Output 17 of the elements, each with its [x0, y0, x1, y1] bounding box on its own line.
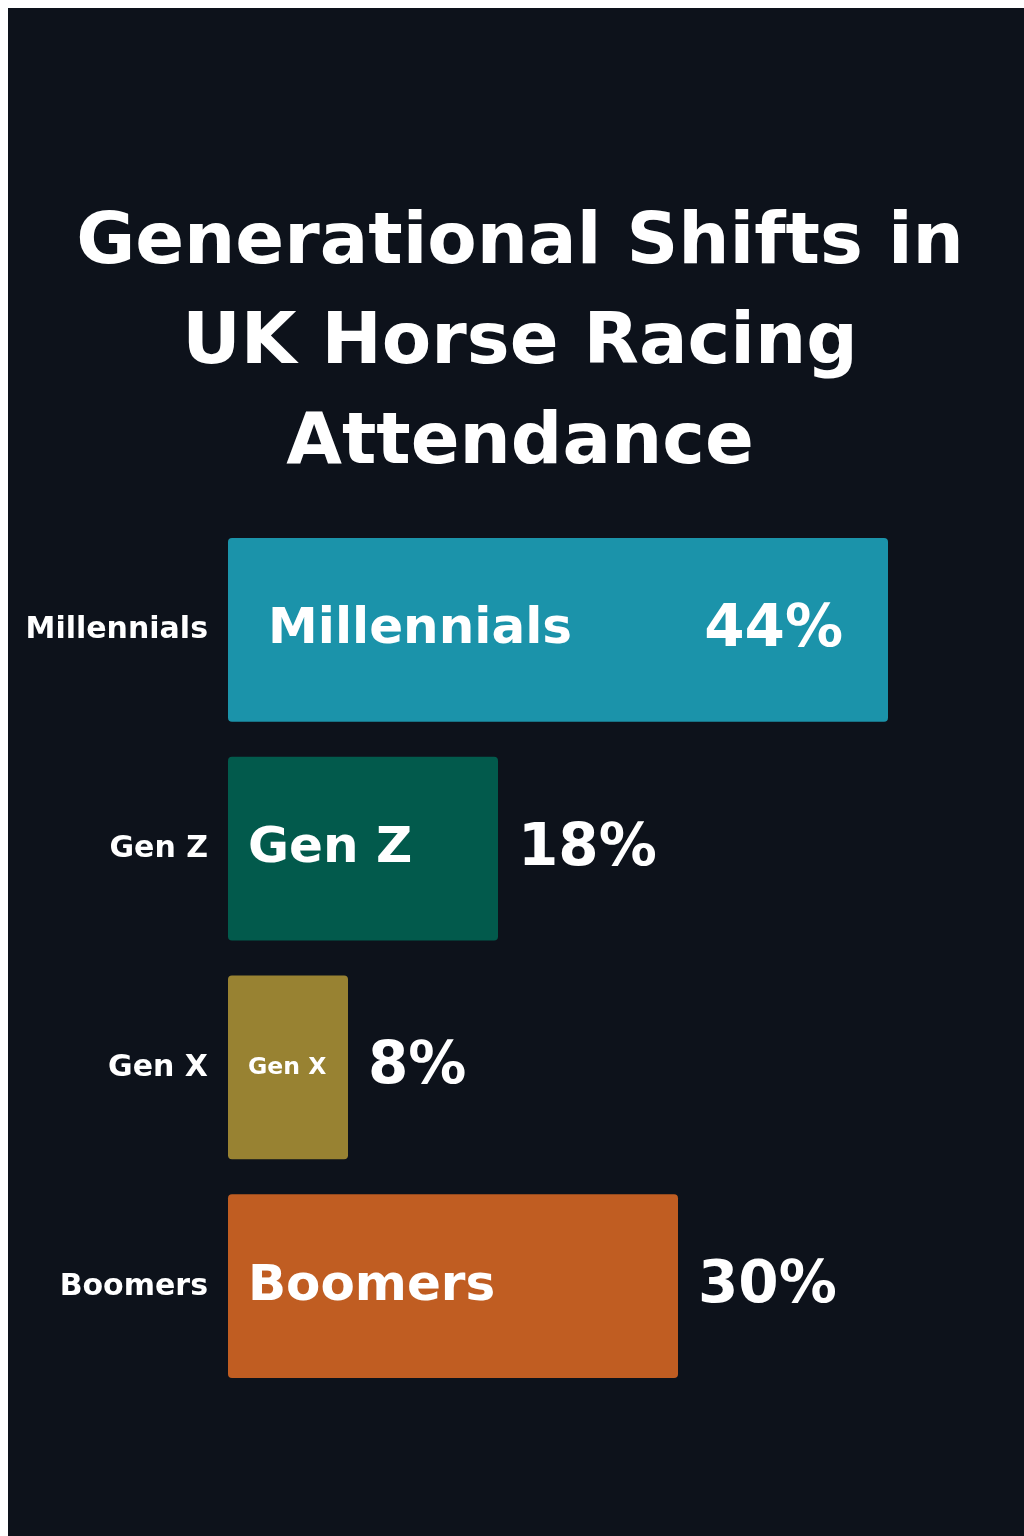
category-label: Millennials — [268, 597, 573, 656]
bar — [228, 756, 498, 941]
category-label: Gen Z — [248, 816, 413, 875]
y-tick-label: Millennials — [25, 610, 208, 646]
category-label: Boomers — [248, 1253, 496, 1312]
data-label: 44% — [704, 591, 843, 660]
y-tick-label: Gen X — [108, 1047, 208, 1083]
bar — [228, 538, 888, 722]
y-tick-label: Boomers — [59, 1266, 208, 1302]
data-label: 30% — [698, 1248, 837, 1317]
bar — [228, 1194, 678, 1378]
y-tick-label: Gen Z — [109, 829, 208, 865]
category-label: Gen X — [248, 1051, 327, 1080]
chart-title: Generational Shifts in UK Horse Racing Attendance — [76, 196, 964, 480]
data-label: 8% — [368, 1029, 467, 1098]
bar — [228, 975, 348, 1160]
data-label: 18% — [518, 810, 657, 879]
